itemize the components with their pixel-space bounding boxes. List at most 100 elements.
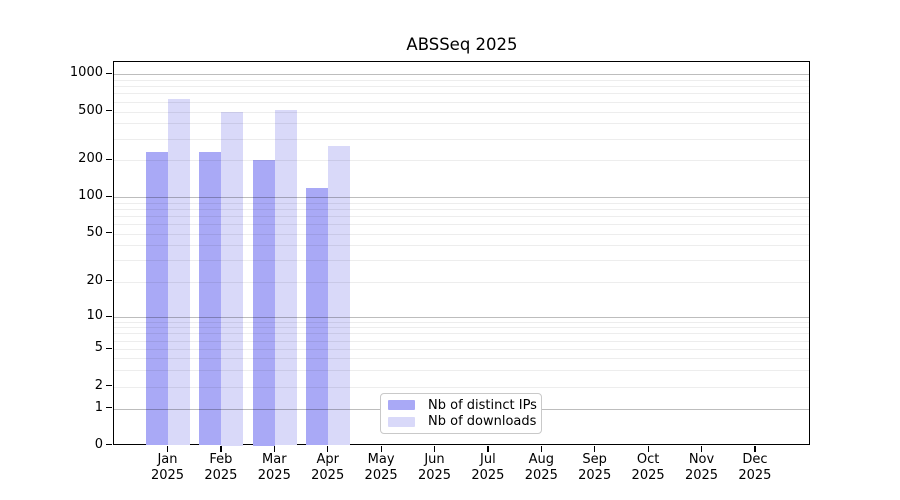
gridline-minor [114, 340, 809, 342]
gridline-minor [114, 223, 809, 225]
x-tick-mark [166, 446, 169, 452]
y-tick-mark [106, 195, 112, 197]
x-tick-year-text: 2025 [204, 467, 238, 483]
x-tick-month-text: Jul [480, 452, 496, 467]
x-tick-label-jan: Jan 2025 [136, 452, 200, 483]
chart-title: ABSSeq 2025 [406, 35, 518, 54]
gridline-minor [114, 358, 809, 360]
bar-downloads-feb [221, 111, 244, 446]
gridline-minor [114, 245, 809, 247]
x-tick-label-aug: Aug 2025 [509, 452, 573, 483]
plot-area: Nb of distinct IPs Nb of downloads [113, 61, 810, 446]
bar-distinct-ips-mar [252, 160, 275, 446]
legend-swatch-distinct-ips-icon [388, 399, 415, 411]
x-tick-label-sep: Sep 2025 [563, 452, 627, 483]
x-tick-month-text: Oct [636, 452, 660, 467]
x-tick-mark [700, 446, 703, 452]
y-tick-label-5: 5 [94, 340, 103, 355]
legend-label-downloads: Nb of downloads [428, 414, 537, 430]
x-tick-year-text: 2025 [631, 467, 665, 483]
gridline-minor [114, 386, 809, 388]
gridline-minor [114, 321, 809, 323]
bar-downloads-jan [168, 98, 190, 446]
y-tick-mark [106, 347, 112, 349]
bar-downloads-mar [274, 110, 297, 446]
legend-item-distinct-ips: Nb of distinct IPs [388, 397, 537, 413]
x-tick-year-text: 2025 [471, 467, 505, 483]
gridline-minor [114, 111, 809, 113]
y-tick-label-1000: 1000 [69, 65, 103, 80]
y-tick-label-2: 2 [94, 377, 103, 393]
gridline-minor [114, 369, 809, 371]
bar-downloads-apr [328, 146, 351, 446]
y-tick-mark [106, 232, 112, 234]
x-tick-month-text: Feb [209, 452, 233, 467]
x-tick-month-text: Sep [582, 452, 607, 467]
x-tick-mark [540, 446, 542, 452]
x-tick-month-text: Aug [528, 452, 554, 467]
x-tick-mark [327, 446, 329, 452]
gridline-major [114, 197, 809, 198]
legend-label-distinct-ips: Nb of distinct IPs [428, 397, 537, 413]
bar-distinct-ips-jan [146, 151, 168, 446]
x-tick-label-jun: Jun 2025 [403, 452, 467, 483]
y-tick-label-100: 100 [78, 188, 103, 203]
x-tick-mark [487, 446, 489, 452]
gridline-minor [114, 349, 809, 350]
x-tick-mark [273, 446, 275, 452]
x-tick-label-dec: Dec 2025 [723, 452, 787, 483]
gridline-minor [114, 138, 809, 140]
legend: Nb of distinct IPs Nb of downloads [380, 393, 542, 434]
x-tick-year-text: 2025 [578, 467, 612, 483]
gridline-major [114, 317, 809, 318]
y-tick-mark [106, 158, 112, 160]
x-tick-month-text: Mar [262, 452, 287, 467]
x-tick-mark [594, 446, 596, 452]
legend-item-downloads: Nb of downloads [388, 414, 537, 430]
x-tick-year-text: 2025 [738, 467, 772, 483]
gridline-minor [114, 333, 809, 335]
x-tick-label-jul: Jul 2025 [456, 452, 520, 483]
x-tick-month-text: Jan [157, 452, 178, 467]
x-tick-year-text: 2025 [257, 467, 291, 483]
y-tick-mark [106, 72, 112, 74]
y-tick-label-0: 0 [94, 436, 103, 452]
gridline-minor [114, 260, 809, 262]
gridline-minor [114, 202, 809, 204]
legend-swatch-downloads-icon [388, 416, 415, 428]
x-tick-year-text: 2025 [684, 467, 719, 483]
y-tick-label-500: 500 [78, 102, 103, 118]
y-tick-mark [106, 407, 112, 409]
y-tick-label-200: 200 [78, 151, 103, 166]
x-tick-month-text: Nov [688, 452, 715, 467]
x-tick-label-may: May 2025 [349, 452, 413, 483]
gridline-minor [114, 160, 809, 161]
x-tick-label-feb: Feb 2025 [189, 452, 253, 483]
y-tick-label-20: 20 [86, 272, 103, 288]
gridline-minor [114, 93, 809, 95]
y-tick-mark [106, 385, 112, 387]
bar-distinct-ips-feb [199, 151, 222, 446]
x-tick-label-mar: Mar 2025 [242, 452, 306, 483]
y-tick-label-10: 10 [86, 308, 103, 323]
x-tick-label-apr: Apr 2025 [296, 452, 360, 483]
x-tick-month-text: Dec [742, 452, 768, 467]
y-tick-mark [106, 315, 112, 317]
y-tick-label-1: 1 [94, 399, 103, 415]
x-tick-year-text: 2025 [364, 467, 398, 483]
x-tick-year-text: 2025 [417, 467, 452, 483]
x-tick-mark [647, 446, 649, 452]
x-tick-label-oct: Oct 2025 [616, 452, 680, 483]
x-tick-label-nov: Nov 2025 [670, 452, 734, 483]
y-tick-mark [106, 110, 112, 112]
gridline-minor [114, 233, 809, 235]
x-tick-mark [220, 446, 222, 452]
x-tick-year-text: 2025 [150, 467, 185, 483]
x-tick-month-text: Apr [316, 452, 339, 467]
gridline-minor [114, 79, 809, 81]
x-tick-mark [380, 446, 382, 452]
bar-distinct-ips-apr [306, 188, 329, 446]
gridline-minor [114, 86, 809, 88]
x-tick-month-text: May [367, 452, 395, 467]
